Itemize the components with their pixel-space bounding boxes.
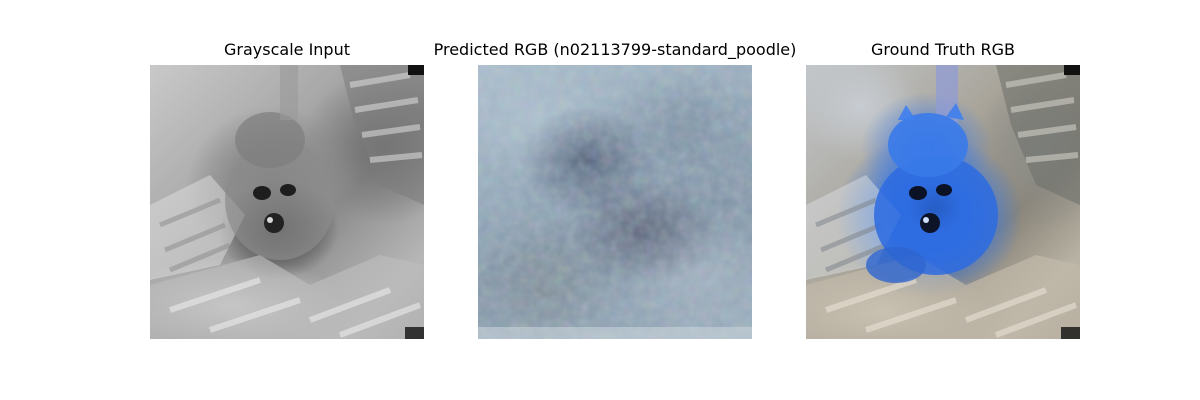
panel-title-grayscale-input: Grayscale Input bbox=[224, 40, 350, 59]
panel-title-ground-truth-rgb: Ground Truth RGB bbox=[870, 40, 1016, 59]
grayscale-dog-sketch bbox=[150, 65, 424, 339]
predicted-noise-texture bbox=[478, 65, 752, 339]
ground-truth-rgb-image bbox=[806, 65, 1080, 339]
panel-title-predicted-rgb: Predicted RGB (n02113799-standard_poodle… bbox=[433, 40, 797, 59]
ground-truth-dog-sketch bbox=[806, 65, 1080, 339]
grayscale-input-image bbox=[150, 65, 424, 339]
predicted-rgb-image bbox=[478, 65, 752, 339]
